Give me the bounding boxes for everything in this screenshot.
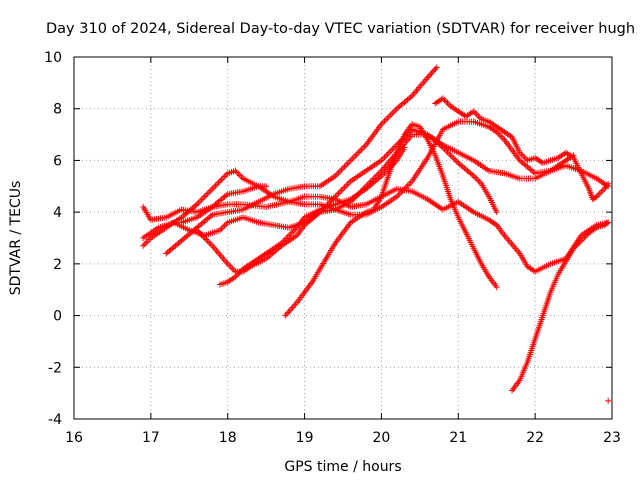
x-axis-label: GPS time / hours bbox=[284, 459, 401, 475]
series-track-8 bbox=[282, 121, 500, 319]
series-track-10 bbox=[509, 219, 612, 394]
series-track-4 bbox=[163, 64, 440, 257]
data-point bbox=[429, 68, 436, 75]
y-tick-label: 8 bbox=[53, 102, 62, 118]
x-tick-label: 16 bbox=[65, 430, 83, 446]
data-point bbox=[605, 397, 612, 404]
data-point bbox=[493, 209, 500, 216]
axis-ticks: 16 17 18 19 20 21 22 23 -4 -2 0 2 4 6 8 10 bbox=[44, 50, 621, 446]
data-point bbox=[424, 74, 431, 81]
x-tick-label: 17 bbox=[142, 430, 160, 446]
data-point bbox=[605, 180, 612, 187]
y-tick-label: 10 bbox=[44, 50, 62, 66]
data-point bbox=[603, 220, 610, 227]
data-point bbox=[432, 65, 439, 72]
y-tick-label: 2 bbox=[53, 257, 62, 273]
x-tick-label: 20 bbox=[373, 430, 391, 446]
data-point bbox=[401, 144, 408, 151]
x-tick-label: 19 bbox=[296, 430, 314, 446]
data-point bbox=[427, 71, 434, 78]
data-point bbox=[605, 219, 612, 226]
y-tick-label: -4 bbox=[48, 412, 62, 428]
series-track-9 bbox=[432, 95, 612, 203]
data-points bbox=[140, 64, 612, 404]
series-track-5 bbox=[178, 183, 270, 226]
x-tick-label: 21 bbox=[449, 430, 467, 446]
chart-title: Day 310 of 2024, Sidereal Day-to-day VTE… bbox=[46, 21, 635, 37]
y-tick-label: 6 bbox=[53, 153, 62, 169]
data-point bbox=[433, 64, 440, 71]
x-tick-label: 22 bbox=[526, 430, 544, 446]
data-point bbox=[428, 70, 435, 77]
y-tick-label: -2 bbox=[48, 360, 62, 376]
data-point bbox=[431, 67, 438, 74]
y-tick-label: 0 bbox=[53, 309, 62, 325]
series-outlier bbox=[605, 397, 612, 404]
y-axis-label: SDTVAR / TECUs bbox=[8, 181, 24, 296]
data-point bbox=[263, 183, 270, 190]
x-tick-label: 18 bbox=[219, 430, 237, 446]
data-point bbox=[493, 284, 500, 291]
data-point bbox=[425, 73, 432, 80]
x-tick-label: 23 bbox=[603, 430, 621, 446]
plot-border bbox=[73, 56, 613, 420]
y-tick-label: 4 bbox=[53, 205, 62, 221]
